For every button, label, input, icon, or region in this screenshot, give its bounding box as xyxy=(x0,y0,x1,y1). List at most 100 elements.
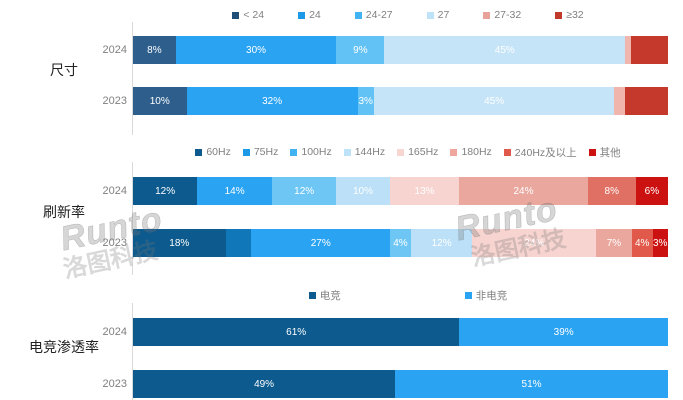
chart-legend-2: 60Hz 75Hz 100Hz 144Hz 165Hz 180Hz 240Hz及以上 其他 xyxy=(0,142,683,162)
legend-item-24[interactable]: 24 xyxy=(298,9,321,21)
bar-row: 2024 8% 30% 9% 45% xyxy=(103,36,668,64)
bar-segment[interactable] xyxy=(614,87,626,115)
legend-item-27[interactable]: 27 xyxy=(426,9,450,21)
bar-segment[interactable]: 30% xyxy=(175,36,337,64)
legend-label: 24-27 xyxy=(365,9,393,21)
legend-item-非电竞[interactable]: 非电竞 xyxy=(464,288,508,303)
legend-item-144Hz[interactable]: 144Hz xyxy=(343,146,386,158)
chart-legend-1: < 24 24 24-27 27 27-32 ≥32 xyxy=(0,5,683,25)
bar-segment[interactable]: 39% xyxy=(459,318,668,346)
bar-segment[interactable] xyxy=(625,36,631,64)
bar-segment[interactable] xyxy=(225,229,252,257)
bar-segment[interactable]: 18% xyxy=(133,229,226,257)
legend-item-100Hz[interactable]: 100Hz xyxy=(290,146,332,158)
legend-label: 27-32 xyxy=(494,9,522,21)
bar-segment[interactable]: 10% xyxy=(336,177,390,205)
bar-segment[interactable]: 45% xyxy=(373,87,615,115)
legend-label: < 24 xyxy=(243,9,265,21)
bar-segment[interactable] xyxy=(630,36,668,64)
bar-segment[interactable]: 12% xyxy=(272,177,337,205)
legend-item-≥32[interactable]: ≥32 xyxy=(555,9,584,21)
bar-segment[interactable] xyxy=(625,87,668,115)
bar-segment[interactable]: 3% xyxy=(357,87,374,115)
legend-swatch-icon xyxy=(555,11,563,19)
legend-label: 24 xyxy=(309,9,321,21)
bar-segment[interactable]: 32% xyxy=(186,87,358,115)
legend-item-电竞[interactable]: 电竞 xyxy=(308,288,341,303)
legend-swatch-icon xyxy=(290,148,298,156)
legend-swatch-icon xyxy=(354,11,362,19)
bar-segment[interactable]: 7% xyxy=(595,229,632,257)
legend-swatch-icon xyxy=(483,11,491,19)
category-label: 2023 xyxy=(102,237,127,249)
bar-segment[interactable]: 9% xyxy=(336,36,385,64)
legend-swatch-icon xyxy=(195,148,203,156)
legend-swatch-icon xyxy=(503,148,511,156)
legend-label: 电竞 xyxy=(319,289,341,302)
bar-segment[interactable]: 4% xyxy=(631,229,653,257)
bar-segment[interactable]: 13% xyxy=(389,177,460,205)
legend-swatch-icon xyxy=(397,148,405,156)
category-label: 2024 xyxy=(102,326,127,338)
bar-segment[interactable]: 3% xyxy=(652,229,668,257)
legend-swatch-icon xyxy=(232,11,240,19)
legend-item-165Hz[interactable]: 165Hz xyxy=(397,146,438,158)
legend-item-24-27[interactable]: 24-27 xyxy=(354,9,393,21)
legend-swatch-icon xyxy=(464,291,472,299)
legend-item-<-24[interactable]: < 24 xyxy=(232,9,264,21)
bar-segment[interactable]: 8% xyxy=(587,177,636,205)
legend-label: 100Hz xyxy=(301,146,332,158)
bar-segment[interactable]: 51% xyxy=(395,370,668,398)
bar-segment[interactable]: 27% xyxy=(251,229,391,257)
bar-segment[interactable]: 45% xyxy=(384,36,626,64)
bar-segment[interactable]: 8% xyxy=(133,36,176,64)
category-label: 2024 xyxy=(102,185,127,197)
legend-label: 75Hz xyxy=(253,146,279,158)
bar-segment[interactable]: 6% xyxy=(635,177,668,205)
legend-swatch-icon xyxy=(308,291,316,299)
bar-segment[interactable]: 12% xyxy=(410,229,473,257)
legend-swatch-icon xyxy=(450,148,458,156)
group-label-2: 刷新率 xyxy=(43,204,85,220)
legend-swatch-icon xyxy=(298,11,306,19)
legend-swatch-icon xyxy=(588,148,596,156)
legend-swatch-icon xyxy=(426,11,434,19)
legend-item-180Hz[interactable]: 180Hz xyxy=(450,146,492,158)
bar-row: 2023 10% 32% 3% 45% xyxy=(103,87,668,115)
legend-item-240Hz及以上[interactable]: 240Hz及以上 xyxy=(503,145,577,160)
legend-label: 27 xyxy=(437,9,450,21)
bar-segment[interactable]: 12% xyxy=(133,177,198,205)
legend-label: ≥32 xyxy=(566,9,584,21)
legend-label: 165Hz xyxy=(408,146,439,158)
bar-segment[interactable]: 4% xyxy=(390,229,411,257)
bar-segment[interactable]: 24% xyxy=(459,177,588,205)
bar-row: 2023 49% 51% xyxy=(103,370,668,398)
y-axis-line-1 xyxy=(132,22,133,135)
legend-label: 144Hz xyxy=(354,146,386,158)
bar-segment[interactable]: 61% xyxy=(133,318,460,346)
category-label: 2023 xyxy=(102,378,127,390)
legend-label: 其他 xyxy=(599,146,621,159)
bar-row: 2023 18% 27% 4% 12% 24% 7% 4% 3% xyxy=(103,229,668,257)
bar-segment[interactable]: 24% xyxy=(472,229,596,257)
legend-label: 非电竞 xyxy=(475,289,508,302)
legend-item-75Hz[interactable]: 75Hz xyxy=(242,146,279,158)
bar-segment[interactable]: 10% xyxy=(133,87,187,115)
legend-item-其他[interactable]: 其他 xyxy=(588,145,621,160)
legend-item-27-32[interactable]: 27-32 xyxy=(483,9,521,21)
legend-label: 240Hz及以上 xyxy=(514,146,577,159)
y-axis-line-3 xyxy=(132,303,133,400)
legend-swatch-icon xyxy=(242,148,250,156)
bar-segment[interactable]: 14% xyxy=(197,177,273,205)
bar-row: 2024 61% 39% xyxy=(103,318,668,346)
chart-legend-3: 电竞 非电竞 xyxy=(0,285,683,305)
legend-item-60Hz[interactable]: 60Hz xyxy=(195,146,231,158)
legend-label: 60Hz xyxy=(206,146,231,158)
y-axis-line-2 xyxy=(132,162,133,275)
legend-swatch-icon xyxy=(343,148,351,156)
bar-row: 2024 12% 14% 12% 10% 13% 24% 8% 6% xyxy=(103,177,668,205)
category-label: 2024 xyxy=(102,44,127,56)
category-label: 2023 xyxy=(102,95,127,107)
bar-segment[interactable]: 49% xyxy=(133,370,396,398)
